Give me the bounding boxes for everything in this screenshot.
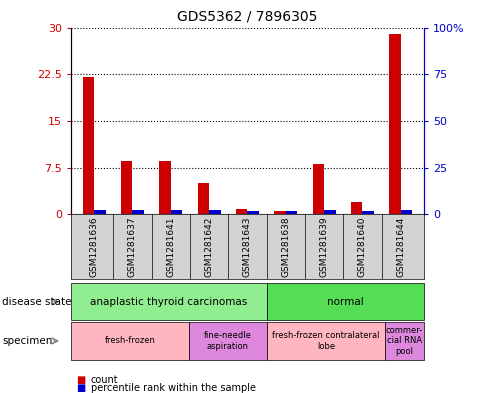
Text: anaplastic thyroid carcinomas: anaplastic thyroid carcinomas	[91, 297, 247, 307]
Text: GSM1281640: GSM1281640	[358, 216, 367, 277]
Text: GSM1281636: GSM1281636	[90, 216, 98, 277]
Text: specimen: specimen	[2, 336, 53, 346]
Bar	[313, 164, 324, 214]
Bar	[209, 211, 220, 214]
Text: GSM1281637: GSM1281637	[128, 216, 137, 277]
Text: fresh-frozen contralateral
lobe: fresh-frozen contralateral lobe	[272, 331, 380, 351]
Bar	[247, 211, 259, 214]
Text: disease state: disease state	[2, 297, 72, 307]
Text: GSM1281638: GSM1281638	[281, 216, 290, 277]
Bar	[363, 211, 374, 214]
Text: GSM1281643: GSM1281643	[243, 216, 252, 277]
Title: GDS5362 / 7896305: GDS5362 / 7896305	[177, 9, 318, 24]
Text: GSM1281641: GSM1281641	[166, 216, 175, 277]
Bar	[324, 211, 336, 214]
Text: fresh-frozen: fresh-frozen	[104, 336, 155, 345]
Text: GSM1281639: GSM1281639	[319, 216, 329, 277]
Text: commer-
cial RNA
pool: commer- cial RNA pool	[386, 326, 423, 356]
Text: ■: ■	[76, 375, 85, 385]
Bar	[351, 202, 363, 214]
Bar	[159, 161, 171, 214]
Bar	[197, 183, 209, 214]
Bar	[171, 211, 182, 214]
Bar	[82, 77, 94, 214]
Text: percentile rank within the sample: percentile rank within the sample	[91, 383, 256, 393]
Text: normal: normal	[327, 297, 364, 307]
Bar	[286, 211, 297, 214]
Bar	[390, 34, 401, 214]
Text: GSM1281642: GSM1281642	[205, 216, 214, 277]
Text: GSM1281644: GSM1281644	[396, 216, 405, 277]
Bar	[274, 211, 286, 214]
Bar	[401, 209, 413, 214]
Bar	[132, 211, 144, 214]
Bar	[94, 211, 105, 214]
Text: ■: ■	[76, 383, 85, 393]
Bar	[236, 209, 247, 214]
Bar	[121, 161, 132, 214]
Text: fine-needle
aspiration: fine-needle aspiration	[204, 331, 252, 351]
Text: count: count	[91, 375, 118, 385]
